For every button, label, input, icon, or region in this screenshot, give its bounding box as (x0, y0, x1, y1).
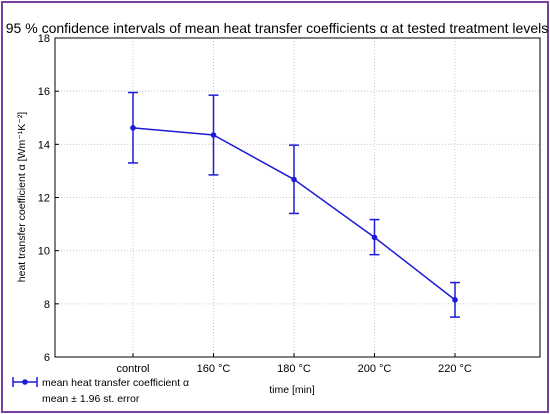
y-tick-label: 16 (38, 86, 50, 98)
y-axis-label: heat transfer coefficient α [Wm⁻¹K⁻²] (16, 112, 28, 283)
series-layer (128, 91, 460, 318)
y-tick-label: 6 (44, 352, 50, 364)
y-tick-label: 10 (38, 246, 50, 258)
y-tick-label: 8 (44, 299, 50, 311)
data-point (452, 297, 458, 303)
x-tick-layer: control 160 °C 180 °C 200 °C 220 °C (116, 353, 472, 375)
y-tick-label: 12 (38, 193, 50, 205)
x-tick-label: 180 °C (277, 363, 311, 375)
x-tick-label: 220 °C (438, 363, 472, 375)
data-point (371, 234, 378, 241)
x-tick-label: 160 °C (197, 363, 231, 375)
grid-layer (55, 38, 540, 357)
y-tick-layer: 6 8 10 12 14 16 18 (38, 33, 59, 364)
legend-marker (22, 379, 28, 385)
chart-title: 95 % confidence intervals of mean heat t… (6, 20, 548, 36)
x-axis-label: time [min] (269, 384, 315, 396)
legend-entry-errorbar: mean ± 1.96 st. error (42, 393, 140, 405)
y-tick-label: 14 (38, 139, 50, 151)
data-point (291, 176, 297, 183)
x-tick-label: control (116, 363, 149, 375)
x-tick-label: 200 °C (358, 363, 392, 375)
legend-entry-series: mean heat transfer coefficient α (42, 377, 189, 389)
data-point (130, 125, 136, 131)
y-tick-label: 18 (38, 33, 50, 45)
data-point (210, 132, 217, 138)
legend: mean heat transfer coefficient α mean ± … (12, 377, 189, 405)
